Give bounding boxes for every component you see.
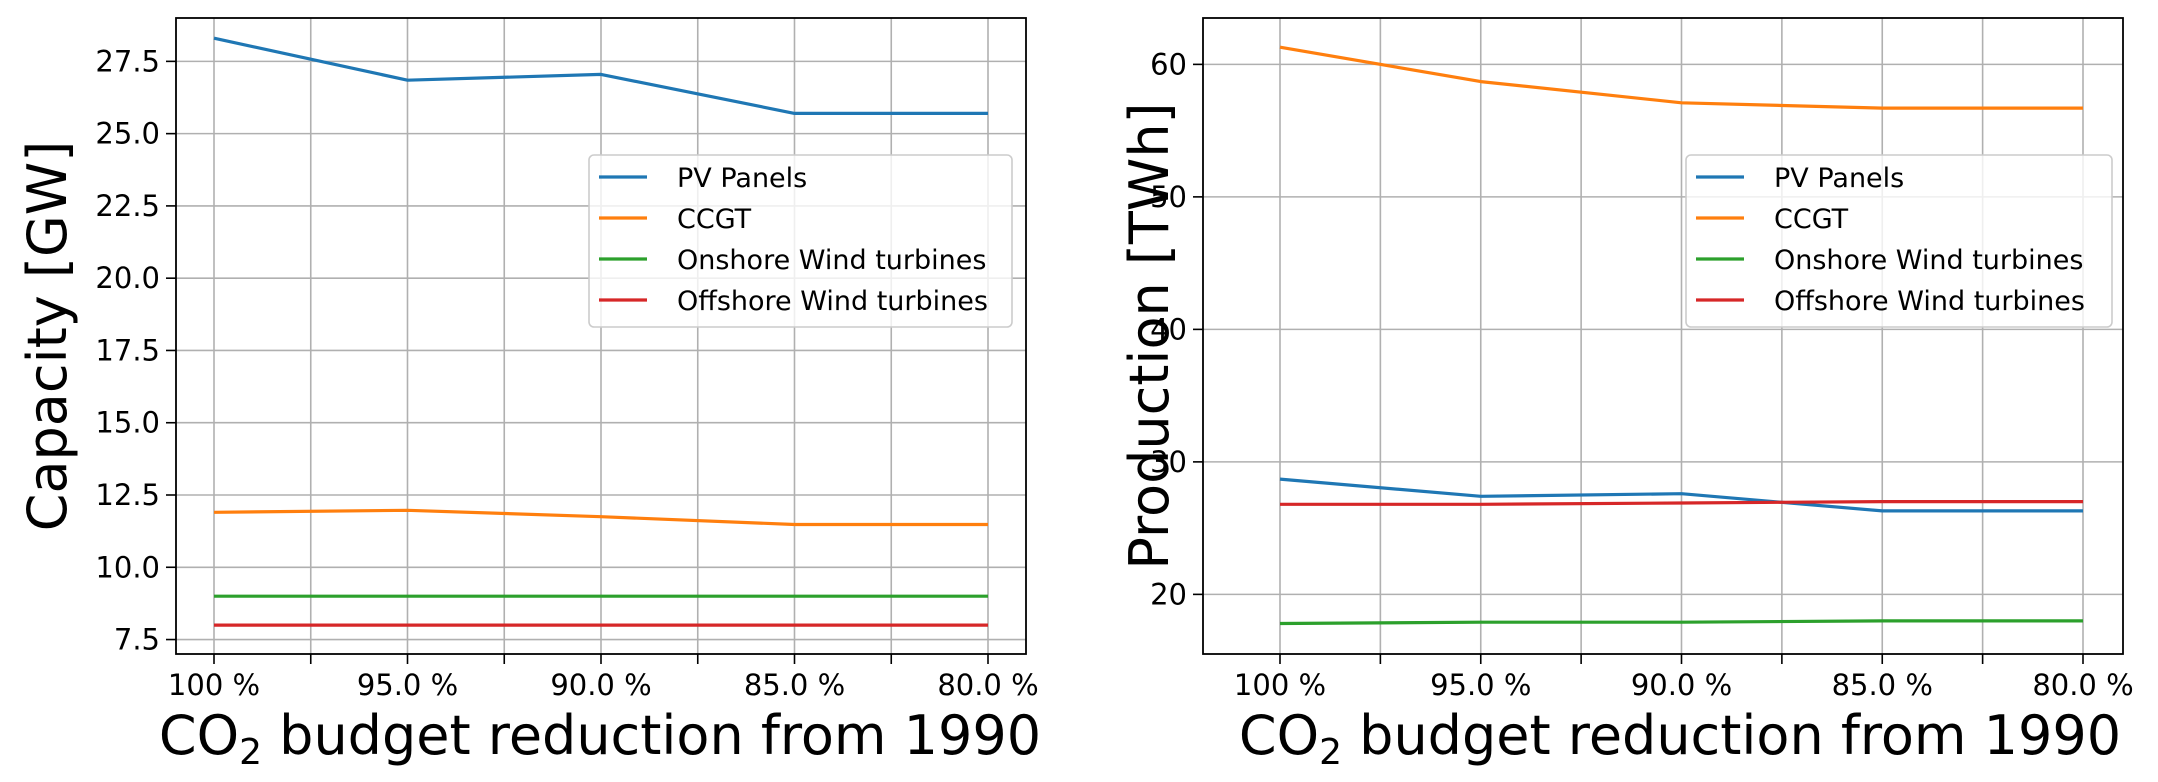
series-line-2 (1279, 45, 2083, 110)
grid (176, 18, 1026, 654)
legend-label: PV Panels (677, 163, 807, 194)
legend: PV Panels CCGT Onshore Wind turbines Offsho… (1685, 154, 2113, 328)
x-tick-label: 90.0 % (550, 668, 651, 702)
x-tick-label: 85.0 % (1832, 668, 1933, 702)
legend-label: CCGT (1774, 204, 1849, 235)
legend-label: Onshore Wind turbines (1774, 245, 2083, 276)
y-axis-label: Production [TWh] (1118, 102, 1181, 569)
y-tick-label: 10.0 (95, 550, 160, 584)
series-line-1 (213, 36, 988, 116)
x-tick-label: 80.0 % (937, 668, 1038, 702)
series-line-4 (1280, 500, 2083, 506)
x-tick-label: 100 % (168, 668, 260, 702)
y-tick-label: 30 (1150, 445, 1187, 479)
y-tick-label: 15.0 (95, 406, 160, 440)
x-axis-label: CO2 budget reduction from 1990 (159, 704, 1041, 773)
legend-label: Offshore Wind turbines (677, 286, 988, 317)
y-tick-label: 27.5 (95, 44, 160, 78)
x-axis-label: CO2 budget reduction from 1990 (1239, 704, 2121, 773)
y-tick-label: 25.0 (95, 117, 160, 151)
y-axis-label: Capacity [GW] (16, 141, 79, 532)
chart-panel-1: 7.5 10.0 12.5 15.0 17.5 20.0 22.5 25.0 27.5 100 %… (16, 17, 1041, 773)
plot-frame (1202, 17, 2124, 655)
x-tick-label: 100 % (1234, 668, 1326, 702)
y-axis: 20 30 40 50 60 (1150, 47, 1203, 611)
y-tick-label: 60 (1150, 47, 1187, 81)
series-line-3 (1279, 619, 2083, 626)
y-tick-label: 12.5 (95, 478, 160, 512)
x-tick-label: 95.0 % (357, 668, 458, 702)
chart-panel-2: 20 30 40 50 60 100 % 95.0 % 90.0 % 85.0 % 80.0 % P… (1118, 17, 2134, 773)
x-axis: 100 % 95.0 % 90.0 % 85.0 % 80.0 % (168, 654, 1039, 702)
legend-label: Offshore Wind turbines (1774, 286, 2085, 317)
grid (1203, 18, 2123, 654)
legend-label: PV Panels (1774, 163, 1904, 194)
y-tick-label: 7.5 (114, 623, 160, 657)
y-tick-label: 22.5 (95, 189, 160, 223)
legend-label: CCGT (677, 204, 752, 235)
x-tick-label: 85.0 % (744, 668, 845, 702)
series-line-1 (1279, 477, 2083, 513)
y-axis: 7.5 10.0 12.5 15.0 17.5 20.0 22.5 25.0 27.5 (95, 44, 176, 657)
y-tick-label: 50 (1150, 180, 1187, 214)
y-tick-label: 17.5 (95, 333, 160, 367)
x-tick-label: 80.0 % (2032, 668, 2133, 702)
legend-box (588, 154, 1013, 328)
series-line-2 (213, 508, 988, 527)
x-tick-label: 95.0 % (1430, 668, 1531, 702)
y-tick-label: 20 (1150, 577, 1187, 611)
legend: PV Panels CCGT Onshore Wind turbines Offsho… (588, 154, 1013, 328)
legend-box (1685, 154, 2113, 328)
y-tick-label: 40 (1150, 312, 1187, 346)
x-tick-label: 90.0 % (1631, 668, 1732, 702)
legend-label: Onshore Wind turbines (677, 245, 986, 276)
x-axis: 100 % 95.0 % 90.0 % 85.0 % 80.0 % (1234, 654, 2134, 702)
y-tick-label: 20.0 (95, 261, 160, 295)
